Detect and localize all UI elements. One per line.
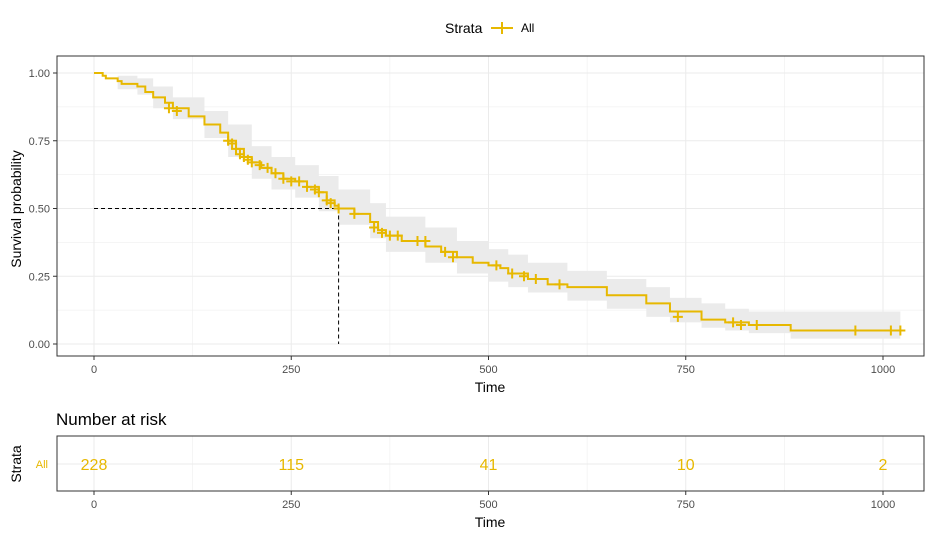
median-reference-lines: [94, 208, 340, 344]
risk-x-tick-label: 1000: [871, 499, 895, 511]
censor-mark: [728, 317, 739, 328]
x-tick-label: 250: [282, 364, 300, 376]
survival-panel-border: [56, 55, 925, 357]
y-tick-label: 0.25: [29, 271, 50, 283]
censor-mark: [491, 260, 502, 271]
x-tick-label: 500: [479, 364, 497, 376]
risk-table-x-axis-title: Time: [475, 514, 506, 530]
censor-mark: [735, 320, 746, 331]
risk-table-row-label-all: All: [36, 459, 48, 471]
legend-key-plus-icon: [496, 22, 508, 34]
censor-mark: [672, 311, 683, 322]
risk-value: 10: [677, 457, 695, 474]
x-tick-label: 1000: [871, 364, 895, 376]
censor-mark: [376, 227, 387, 238]
censor-mark: [270, 168, 281, 179]
confidence-band: [94, 73, 901, 339]
risk-table-border: [56, 435, 925, 492]
survival-y-axis-title: Survival probability: [8, 150, 24, 268]
censor-mark: [302, 181, 313, 192]
legend: Strata All: [445, 20, 534, 36]
censor-mark: [507, 268, 518, 279]
censor-mark: [850, 325, 861, 336]
risk-x-tick-label: 500: [479, 499, 497, 511]
censor-mark: [440, 246, 451, 257]
risk-table-y-axis-title: Strata: [8, 445, 24, 483]
censor-mark: [262, 162, 273, 173]
risk-value: 41: [480, 457, 498, 474]
censor-mark: [313, 187, 324, 198]
y-tick-label: 0.50: [29, 204, 50, 216]
risk-table-panel: Number at risk 228 115 41 10 2 All 0 250 500 75…: [8, 410, 925, 530]
risk-table-values: 228 115 41 10 2: [81, 457, 888, 474]
risk-table-gridlines: [57, 436, 924, 491]
risk-table-x-axis: 0 250 500 750 1000: [91, 491, 895, 511]
censor-mark: [349, 208, 360, 219]
censor-mark: [519, 271, 530, 282]
censor-mark: [231, 143, 242, 154]
risk-table-title: Number at risk: [56, 410, 167, 429]
censor-mark: [278, 173, 289, 184]
y-tick-label: 0.00: [29, 339, 50, 351]
censor-mark: [171, 105, 182, 116]
censor-mark: [369, 222, 380, 233]
risk-x-tick-label: 250: [282, 499, 300, 511]
censor-mark: [163, 103, 174, 114]
censor-mark: [333, 203, 344, 214]
legend-entry-all: All: [521, 21, 534, 35]
censor-marks: [163, 103, 906, 336]
censor-mark: [246, 157, 257, 168]
censor-mark: [447, 252, 458, 263]
censor-mark: [885, 325, 896, 336]
censor-mark: [392, 230, 403, 241]
legend-title: Strata: [445, 20, 483, 36]
censor-mark: [530, 273, 541, 284]
censor-mark: [420, 236, 431, 247]
risk-value: 2: [879, 457, 888, 474]
x-tick-label: 750: [677, 364, 695, 376]
censor-mark: [294, 176, 305, 187]
censor-mark: [325, 198, 336, 209]
censor-mark: [254, 160, 265, 171]
survival-x-axis-title: Time: [475, 379, 506, 395]
risk-x-tick-label: 750: [677, 499, 695, 511]
survival-y-axis: 0.00 0.25 0.50 0.75 1.00: [29, 68, 57, 351]
risk-value: 228: [81, 457, 108, 474]
y-tick-label: 0.75: [29, 136, 50, 148]
censor-mark: [751, 320, 762, 331]
survival-x-axis: 0 250 500 750 1000: [91, 356, 895, 376]
x-tick-label: 0: [91, 364, 97, 376]
risk-x-tick-label: 0: [91, 499, 97, 511]
survival-panel: 0.00 0.25 0.50 0.75 1.00 0 250 500 750 1000 Time…: [8, 55, 925, 395]
censor-mark: [895, 325, 906, 336]
censor-mark: [554, 279, 565, 290]
risk-value: 115: [278, 457, 304, 474]
survival-gridlines: [57, 56, 924, 356]
y-tick-label: 1.00: [29, 68, 50, 80]
censor-mark: [227, 138, 238, 149]
